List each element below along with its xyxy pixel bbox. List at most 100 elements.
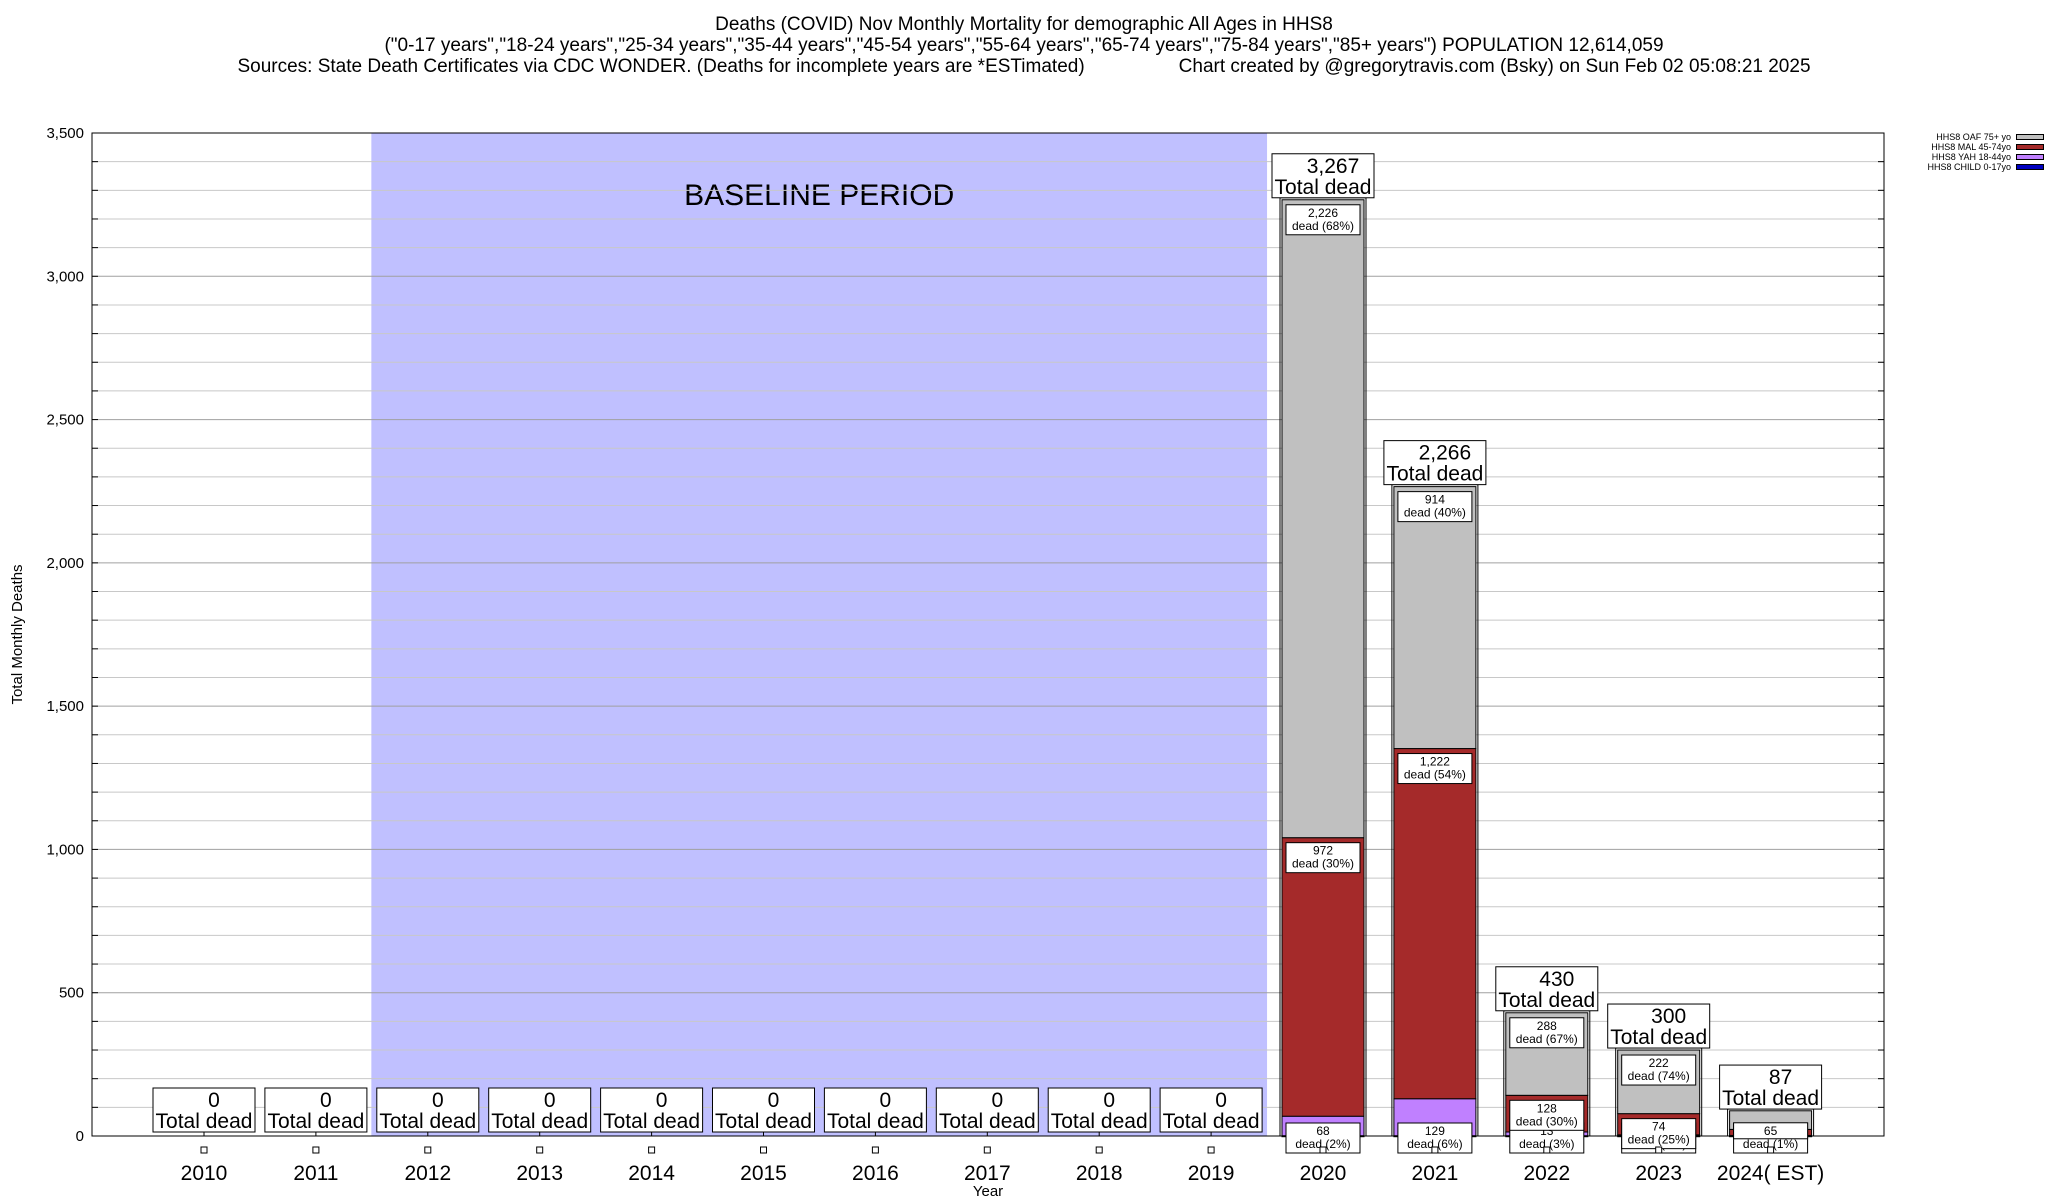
segment-label-pct: dead (6%) — [1407, 1137, 1462, 1151]
x-tick-label: 2013 — [516, 1162, 563, 1185]
segment-label-value: 128 — [1537, 1101, 1557, 1115]
baseline-band — [371, 133, 1268, 1136]
total-label-suffix: Total dead — [1163, 1110, 1260, 1133]
total-label-suffix: Total dead — [939, 1110, 1036, 1133]
total-label-suffix: Total dead — [156, 1110, 253, 1133]
total-label-box — [1719, 1064, 1823, 1110]
segment-label-pct: dead (3%) — [1519, 1137, 1574, 1151]
segment-label-box — [1621, 1054, 1697, 1086]
total-label-value: 2,266 — [1419, 442, 1472, 465]
y-tick-label: 500 — [59, 985, 84, 1002]
segment-label-pct: dead (74%) — [1628, 1069, 1690, 1083]
total-label-box — [712, 1087, 815, 1133]
segment-label-box — [1509, 1017, 1585, 1049]
segment-label-value: 74 — [1652, 1120, 1666, 1134]
zero-marker — [424, 1146, 432, 1154]
y-tick-label: 1,500 — [46, 698, 84, 715]
segment-label-pct: dead (67%) — [1516, 1032, 1578, 1046]
y-tick-label: 3,500 — [46, 125, 84, 142]
total-label-value: 0 — [1215, 1089, 1227, 1112]
total-label-box — [600, 1087, 704, 1133]
x-tick-label: 2014 — [628, 1162, 675, 1185]
bar-segment-hhs8-mal-45-74yo — [1281, 837, 1365, 1117]
segment-label-pct: dead (30%) — [1292, 857, 1354, 871]
x-tick-label: 2021 — [1412, 1162, 1459, 1185]
x-tick-label: 2011 — [293, 1162, 338, 1185]
x-tick-label: 2023 — [1635, 1162, 1682, 1185]
total-label-suffix: Total dead — [1498, 989, 1595, 1012]
chart-sources-line: Sources: State Death Certificates via CD… — [0, 56, 2048, 77]
total-label-suffix: Total dead — [603, 1110, 700, 1133]
total-label-value: 87 — [1769, 1066, 1792, 1089]
segment-label-box — [1621, 1118, 1697, 1150]
y-tick-label: 2,000 — [46, 555, 84, 572]
zero-marker — [1543, 1146, 1551, 1154]
total-label-suffix: Total dead — [827, 1110, 924, 1133]
zero-marker — [983, 1146, 991, 1154]
total-label-suffix: Total dead — [491, 1110, 588, 1133]
zero-marker — [1207, 1146, 1215, 1154]
segment-label-pct: dead (40%) — [1404, 506, 1466, 520]
plot-frame — [91, 132, 1885, 1137]
total-label-value: 0 — [320, 1089, 332, 1112]
total-label-suffix: Total dead — [379, 1110, 476, 1133]
legend-swatch — [2016, 154, 2044, 160]
x-tick-label: 2018 — [1076, 1162, 1123, 1185]
legend-label: HHS8 MAL 45-74yo — [1931, 142, 2011, 152]
zero-marker — [1431, 1146, 1439, 1154]
x-tick-label: 2020 — [1300, 1162, 1347, 1185]
segment-label-box — [1285, 842, 1361, 874]
y-tick-label: 1,000 — [46, 841, 84, 858]
zero-marker — [1655, 1146, 1663, 1154]
total-label-suffix: Total dead — [715, 1110, 812, 1133]
legend-label: HHS8 OAF 75+ yo — [1936, 132, 2011, 142]
legend-label: HHS8 CHILD 0-17yo — [1927, 162, 2011, 172]
segment-label-pct: dead (68%) — [1292, 219, 1354, 233]
segment-label-pct: dead (1%) — [1743, 1137, 1798, 1151]
total-label-box — [1159, 1087, 1263, 1133]
baseline-label: BASELINE PERIOD — [684, 179, 954, 212]
segment-label-value: 129 — [1425, 1124, 1445, 1138]
zero-marker — [1095, 1146, 1103, 1154]
total-label-value: 0 — [880, 1089, 892, 1112]
x-tick-label: 2022 — [1523, 1162, 1570, 1185]
chart-legend: HHS8 OAF 75+ yo HHS8 MAL 45-74yo HHS8 YAH … — [1878, 132, 2048, 172]
zero-marker — [1319, 1146, 1327, 1154]
total-label-value: 0 — [544, 1089, 556, 1112]
total-label-value: 430 — [1539, 968, 1574, 991]
total-label-value: 0 — [991, 1089, 1003, 1112]
total-label-box — [1383, 440, 1487, 486]
legend-swatch — [2016, 164, 2044, 170]
total-label-suffix: Total dead — [267, 1110, 364, 1133]
total-label-box — [152, 1087, 256, 1133]
legend-item: HHS8 MAL 45-74yo — [1878, 142, 2048, 152]
y-tick-label: 0 — [76, 1128, 84, 1145]
segment-label-pct: dead (54%) — [1404, 768, 1466, 782]
chart-title-block: Deaths (COVID) Nov Monthly Mortality for… — [0, 14, 2048, 77]
x-tick-label: 2024( EST) — [1717, 1162, 1824, 1185]
legend-item: HHS8 YAH 18-44yo — [1878, 152, 2048, 162]
segment-label-value: 65 — [1764, 1124, 1778, 1138]
segment-label-value: 914 — [1425, 493, 1445, 507]
total-label-value: 0 — [432, 1089, 444, 1112]
bar-segment-hhs8-oaf-75-yo — [1281, 199, 1365, 839]
chart-sources: Sources: State Death Certificates via CD… — [237, 56, 1085, 77]
total-label-suffix: Total dead — [1722, 1087, 1819, 1110]
total-label-suffix: Total dead — [1386, 463, 1483, 486]
x-tick-label: 2019 — [1188, 1162, 1235, 1185]
total-label-value: 0 — [656, 1089, 668, 1112]
total-label-box — [376, 1087, 480, 1133]
zero-marker — [312, 1146, 320, 1154]
total-label-box — [488, 1087, 592, 1133]
legend-item: HHS8 OAF 75+ yo — [1878, 132, 2048, 142]
total-label-suffix: Total dead — [1610, 1026, 1707, 1049]
total-label-box — [1607, 1003, 1711, 1049]
total-label-value: 0 — [208, 1089, 220, 1112]
legend-swatch — [2016, 144, 2044, 150]
total-label-value: 3,267 — [1307, 155, 1360, 178]
zero-marker — [871, 1146, 879, 1154]
segment-label-box — [1509, 1099, 1585, 1131]
x-tick-label: 2017 — [964, 1162, 1011, 1185]
x-axis-label: Year — [973, 1183, 1003, 1200]
bar-segment-hhs8-oaf-75-yo — [1393, 486, 1477, 750]
